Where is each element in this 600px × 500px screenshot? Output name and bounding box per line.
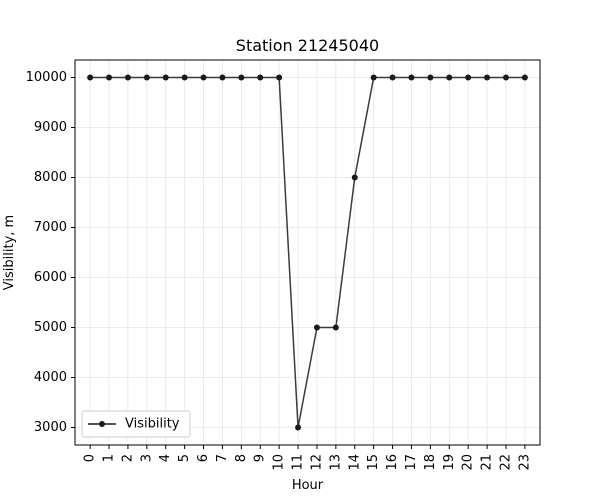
legend-box — [81, 410, 191, 438]
x-tick-label: 14 — [347, 454, 362, 471]
x-tick-label: 20 — [461, 454, 476, 471]
data-point — [427, 74, 434, 81]
x-tick-label: 18 — [423, 454, 438, 471]
x-tick-label: 21 — [480, 454, 495, 471]
x-tick-label: 3 — [139, 454, 154, 462]
y-tick-label: 4000 — [34, 370, 67, 385]
x-tick-label: 19 — [442, 454, 457, 471]
x-tick-label: 0 — [83, 454, 98, 462]
x-tick-label: 9 — [253, 454, 268, 462]
data-point — [370, 74, 377, 81]
data-point — [276, 74, 283, 81]
x-tick-label: 12 — [309, 454, 324, 471]
data-point — [87, 74, 94, 81]
legend: Visibility — [81, 410, 191, 438]
data-point — [257, 74, 264, 81]
y-tick-label: 6000 — [34, 270, 67, 285]
data-point — [295, 424, 302, 431]
x-axis-title: Hour — [292, 478, 324, 493]
x-tick-label: 2 — [120, 454, 135, 462]
axis-ticks: 0 1 2 3 4 5 6 7 8 9 10 11 12 13 14 15 16 17 18 19 20 21 22 2330… — [26, 70, 533, 471]
data-point — [465, 74, 472, 81]
legend-label: Visibility — [125, 417, 180, 432]
x-tick-label: 8 — [234, 454, 249, 462]
data-point — [200, 74, 207, 81]
x-tick-label: 23 — [517, 454, 532, 471]
series-line-0 — [90, 76, 525, 428]
chart-title: Station 21245040 — [236, 36, 379, 55]
data-point — [521, 74, 528, 81]
x-tick-label: 17 — [404, 454, 419, 471]
y-tick-label: 9000 — [34, 120, 67, 135]
x-tick-label: 10 — [272, 454, 287, 471]
legend-marker-sample — [99, 421, 105, 427]
data-point — [162, 74, 169, 81]
y-tick-label: 3000 — [34, 420, 67, 435]
y-tick-label: 10000 — [26, 70, 67, 85]
data-point — [446, 74, 453, 81]
y-tick-label: 7000 — [34, 220, 67, 235]
x-tick-label: 16 — [385, 454, 400, 471]
data-point — [408, 74, 415, 81]
y-axis-title: Visibility, m — [2, 215, 17, 290]
grid — [75, 60, 540, 445]
data-point — [106, 74, 113, 81]
y-tick-label: 8000 — [34, 170, 67, 185]
data-point — [219, 74, 226, 81]
plot-frame — [74, 59, 541, 446]
data-point — [389, 74, 396, 81]
data-point — [181, 74, 188, 81]
data-point — [502, 74, 509, 81]
data-point — [351, 174, 358, 181]
x-tick-label: 1 — [102, 454, 117, 462]
x-tick-label: 4 — [158, 454, 173, 462]
x-tick-label: 22 — [498, 454, 513, 471]
x-tick-label: 5 — [177, 454, 192, 462]
data-point — [313, 324, 320, 331]
data-point — [332, 324, 339, 331]
x-tick-label: 11 — [291, 454, 306, 471]
y-tick-label: 5000 — [34, 320, 67, 335]
x-tick-label: 13 — [328, 454, 343, 471]
data-point — [143, 74, 150, 81]
series-layer — [87, 74, 528, 431]
data-point — [238, 74, 245, 81]
x-tick-label: 7 — [215, 454, 230, 462]
data-point — [484, 74, 491, 81]
data-point — [124, 74, 131, 81]
x-tick-label: 15 — [366, 454, 381, 471]
x-tick-label: 6 — [196, 454, 211, 462]
